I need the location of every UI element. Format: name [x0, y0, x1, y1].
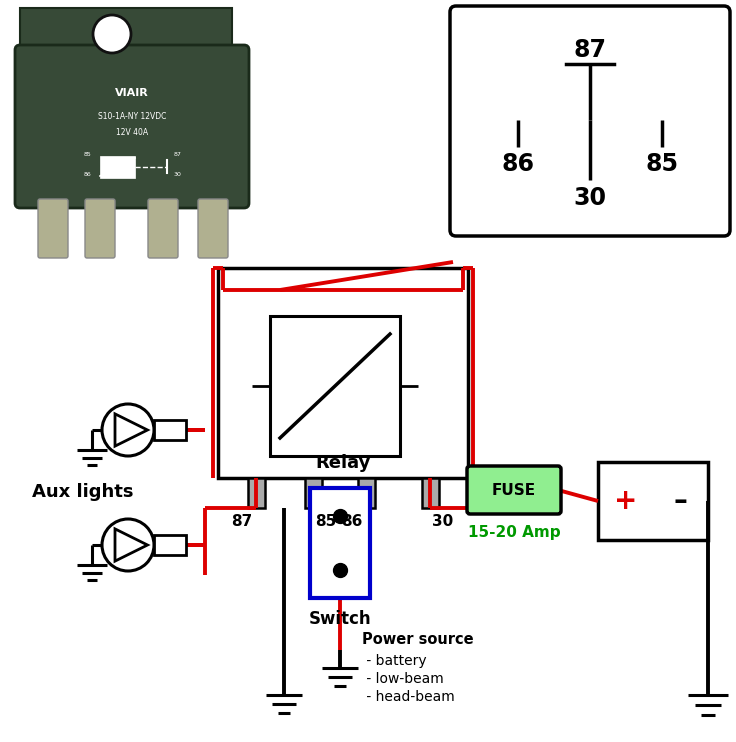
Text: 85: 85 — [315, 514, 336, 529]
Text: 87: 87 — [174, 152, 182, 157]
Text: - low-beam: - low-beam — [362, 672, 444, 686]
FancyBboxPatch shape — [148, 199, 178, 258]
FancyBboxPatch shape — [198, 199, 228, 258]
Text: 85: 85 — [645, 152, 679, 176]
Text: S10-1A-NY 12VDC: S10-1A-NY 12VDC — [98, 111, 166, 120]
Circle shape — [102, 519, 154, 571]
Text: 85: 85 — [84, 152, 92, 157]
FancyBboxPatch shape — [85, 199, 115, 258]
Bar — [358, 478, 375, 508]
FancyBboxPatch shape — [467, 466, 561, 514]
Text: 86: 86 — [84, 172, 92, 177]
Bar — [270, 316, 400, 456]
Circle shape — [102, 404, 154, 456]
Bar — [422, 478, 439, 508]
Text: Switch: Switch — [308, 610, 372, 628]
Text: +: + — [615, 487, 637, 515]
Text: 86: 86 — [501, 152, 534, 176]
Bar — [305, 478, 322, 508]
Text: 30: 30 — [432, 514, 453, 529]
Bar — [154, 420, 186, 440]
Bar — [310, 488, 370, 598]
Text: VIAIR: VIAIR — [115, 88, 149, 98]
Bar — [100, 156, 135, 178]
Bar — [248, 478, 265, 508]
Bar — [598, 462, 708, 540]
Text: - battery: - battery — [362, 654, 427, 668]
Text: 87: 87 — [231, 514, 252, 529]
Text: 30: 30 — [573, 186, 606, 210]
Bar — [218, 268, 468, 478]
Circle shape — [93, 15, 131, 53]
Text: 15-20 Amp: 15-20 Amp — [467, 525, 560, 540]
Text: 30: 30 — [174, 172, 182, 177]
Text: 12V 40A: 12V 40A — [116, 128, 148, 137]
FancyBboxPatch shape — [15, 45, 249, 208]
Text: Power source: Power source — [362, 632, 474, 647]
Polygon shape — [115, 529, 147, 561]
Text: 87: 87 — [573, 38, 606, 62]
Text: Relay: Relay — [315, 454, 371, 472]
Text: 86: 86 — [341, 514, 362, 529]
FancyBboxPatch shape — [38, 199, 68, 258]
Polygon shape — [115, 414, 147, 446]
Text: –: – — [673, 487, 687, 515]
Bar — [154, 535, 186, 555]
Text: Aux lights: Aux lights — [32, 483, 133, 501]
Text: FUSE: FUSE — [492, 482, 536, 497]
FancyBboxPatch shape — [450, 6, 730, 236]
Polygon shape — [20, 8, 232, 60]
Text: - head-beam: - head-beam — [362, 690, 455, 704]
